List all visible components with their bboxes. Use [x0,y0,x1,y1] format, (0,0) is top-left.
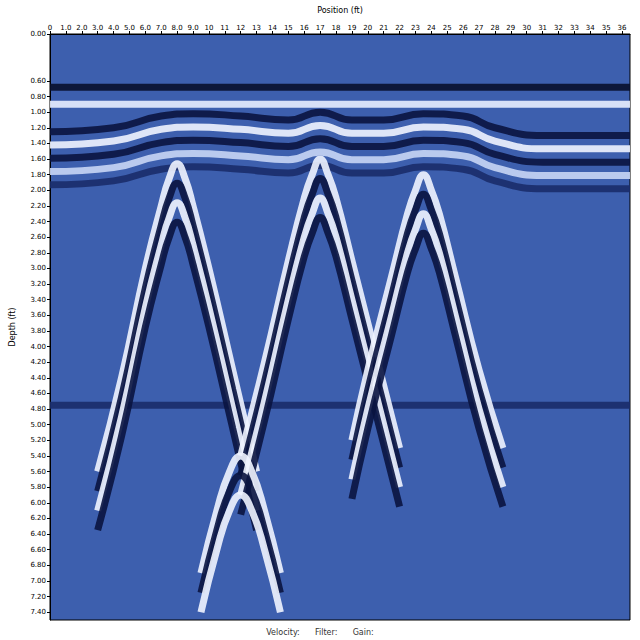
svg-text:15: 15 [284,24,293,32]
svg-text:5.80: 5.80 [30,483,46,491]
svg-text:27: 27 [475,24,484,32]
svg-text:3.60: 3.60 [30,311,46,319]
svg-text:5.0: 5.0 [124,24,135,32]
svg-text:12: 12 [236,24,245,32]
svg-text:3.80: 3.80 [30,327,46,335]
svg-text:6.00: 6.00 [30,499,46,507]
svg-text:3.0: 3.0 [92,24,103,32]
svg-text:Velocity: Filter: Ga: Velocity: Filter: Gain: [266,628,373,637]
svg-text:4.40: 4.40 [30,374,46,382]
svg-text:14: 14 [268,24,277,32]
svg-text:4.60: 4.60 [30,389,46,397]
svg-text:6.40: 6.40 [30,530,46,538]
svg-text:3.20: 3.20 [30,280,46,288]
svg-text:2.80: 2.80 [30,249,46,257]
svg-text:0.80: 0.80 [30,93,46,101]
svg-text:34: 34 [586,24,595,32]
svg-text:1.0: 1.0 [60,24,71,32]
svg-text:10: 10 [204,24,213,32]
svg-text:13: 13 [252,24,261,32]
svg-text:32: 32 [554,24,563,32]
svg-text:17: 17 [316,24,325,32]
svg-text:Position (ft): Position (ft) [317,6,363,15]
svg-text:21: 21 [379,24,388,32]
svg-text:29: 29 [506,24,515,32]
svg-text:0.00: 0.00 [30,30,46,38]
svg-text:25: 25 [443,24,452,32]
svg-text:2.20: 2.20 [30,202,46,210]
svg-text:6.80: 6.80 [30,561,46,569]
svg-text:2.60: 2.60 [30,233,46,241]
svg-text:4.00: 4.00 [30,343,46,351]
svg-text:6.60: 6.60 [30,546,46,554]
svg-text:11: 11 [220,24,229,32]
svg-text:0.60: 0.60 [30,77,46,85]
svg-text:Depth (ft): Depth (ft) [8,308,17,347]
svg-text:5.00: 5.00 [30,421,46,429]
svg-text:7.0: 7.0 [156,24,167,32]
svg-text:26: 26 [459,24,468,32]
svg-text:28: 28 [490,24,499,32]
svg-text:2.00: 2.00 [30,186,46,194]
svg-text:6.20: 6.20 [30,514,46,522]
svg-text:7.20: 7.20 [30,593,46,601]
svg-text:1.80: 1.80 [30,171,46,179]
svg-text:20: 20 [363,24,372,32]
svg-text:3.00: 3.00 [30,264,46,272]
svg-text:19: 19 [347,24,356,32]
svg-text:0: 0 [48,24,52,32]
svg-text:18: 18 [332,24,341,32]
svg-text:36: 36 [618,24,627,32]
svg-text:1.20: 1.20 [30,124,46,132]
svg-text:4.20: 4.20 [30,358,46,366]
svg-text:35: 35 [602,24,611,32]
svg-text:1.00: 1.00 [30,108,46,116]
svg-text:7.00: 7.00 [30,577,46,585]
svg-text:5.20: 5.20 [30,436,46,444]
svg-text:6.0: 6.0 [140,24,151,32]
svg-text:4.0: 4.0 [108,24,119,32]
svg-text:7.40: 7.40 [30,608,46,616]
svg-text:9.0: 9.0 [187,24,198,32]
svg-text:33: 33 [570,24,579,32]
svg-text:30: 30 [522,24,531,32]
svg-text:22: 22 [395,24,404,32]
svg-text:1.40: 1.40 [30,139,46,147]
svg-text:5.60: 5.60 [30,468,46,476]
svg-text:2.40: 2.40 [30,218,46,226]
svg-text:24: 24 [427,24,436,32]
svg-text:3.40: 3.40 [30,296,46,304]
svg-text:4.80: 4.80 [30,405,46,413]
svg-text:23: 23 [411,24,420,32]
svg-text:5.40: 5.40 [30,452,46,460]
svg-text:1.60: 1.60 [30,155,46,163]
svg-text:16: 16 [300,24,309,32]
svg-text:31: 31 [538,24,547,32]
svg-text:2.0: 2.0 [76,24,87,32]
svg-text:8.0: 8.0 [172,24,183,32]
